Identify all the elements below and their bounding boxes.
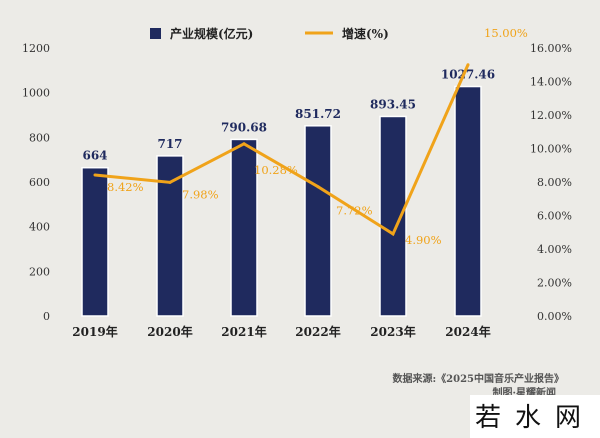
line-value-label: 15.00% (484, 26, 528, 40)
bar-value-label: 664 (82, 149, 107, 163)
x-tick-label: 2024年 (445, 324, 490, 339)
line-point (316, 185, 320, 189)
left-tick-label: 200 (29, 265, 50, 278)
right-tick-label: 12.00% (530, 109, 572, 122)
right-tick-label: 4.00% (537, 243, 572, 256)
growth-line (94, 64, 470, 237)
bar-value-label: 851.72 (295, 107, 341, 121)
line-value-label: 8.42% (107, 180, 144, 194)
legend-line-label: 增速(%) (342, 26, 389, 41)
right-tick-label: 8.00% (537, 176, 572, 189)
left-tick-label: 1200 (22, 42, 50, 55)
left-tick-label: 1000 (22, 87, 50, 100)
bar-value-label: 1027.46 (441, 68, 495, 82)
bar-value-label: 790.68 (221, 120, 267, 134)
source-note: 数据来源:《2025中国音乐产业报告》 (392, 374, 564, 385)
right-tick-label: 2.00% (537, 277, 572, 290)
bar (156, 155, 184, 317)
line-value-label: 10.28% (254, 163, 298, 177)
line-point (242, 142, 246, 146)
x-tick-label: 2022年 (295, 324, 340, 339)
line-point (93, 173, 97, 177)
bar (81, 166, 109, 317)
x-tick-label: 2020年 (147, 324, 192, 339)
x-tick-label: 2021年 (221, 324, 266, 339)
right-tick-label: 0.00% (537, 310, 572, 323)
bar (304, 125, 332, 317)
line-value-label: 7.98% (182, 187, 219, 201)
bar (230, 138, 258, 317)
x-tick-label: 2023年 (370, 324, 415, 339)
x-tick-label: 2019年 (72, 324, 117, 339)
right-tick-label: 6.00% (537, 210, 572, 223)
left-tick-label: 800 (29, 131, 50, 144)
legend-bar-label: 产业规模(亿元) (170, 26, 253, 41)
line-value-label: 7.72% (336, 204, 373, 218)
line-value-label: 4.90% (405, 233, 442, 247)
watermark: 若水网 (470, 395, 600, 438)
legend-bar-swatch (150, 28, 161, 39)
bar (454, 85, 482, 317)
left-tick-label: 600 (29, 176, 50, 189)
bar-value-label: 893.45 (370, 97, 416, 111)
watermark-logo: 若水网 (474, 403, 595, 433)
line-point (466, 63, 470, 67)
bar-value-label: 717 (157, 137, 182, 151)
line-point (391, 232, 395, 236)
credit-note: 制图·星耀新闻 (492, 388, 556, 399)
line-point (168, 180, 172, 184)
left-tick-label: 400 (29, 221, 50, 234)
right-tick-label: 10.00% (530, 143, 572, 156)
right-tick-label: 14.00% (530, 76, 572, 89)
right-tick-label: 16.00% (530, 42, 572, 55)
left-tick-label: 0 (43, 310, 50, 323)
